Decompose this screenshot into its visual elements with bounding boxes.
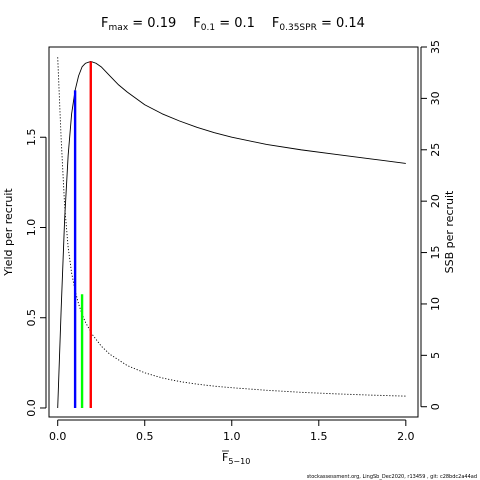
y2-tick-label: 35 xyxy=(429,40,442,54)
x-tick-label: 1.5 xyxy=(310,430,328,443)
y-tick-label: 1.5 xyxy=(25,128,38,146)
x-tick-label: 1.0 xyxy=(223,430,241,443)
y2-tick-label: 10 xyxy=(429,297,442,311)
x-tick-label: 2.0 xyxy=(397,430,415,443)
y2-tick-label: 15 xyxy=(429,246,442,260)
x-axis-title: F5−10 xyxy=(222,450,250,466)
x-axis: 0.0 0.5 1.0 1.5 2.0 xyxy=(49,419,415,443)
footer-note: stockassessment.org, LingSb_Dec2020, r13… xyxy=(307,474,477,480)
ssb-per-recruit-line xyxy=(57,57,406,397)
y-axis-left: 0.0 0.5 1.0 1.5 xyxy=(25,128,47,417)
y2-tick-label: 25 xyxy=(429,143,442,157)
reference-lines xyxy=(73,61,92,408)
plot-frame xyxy=(48,46,419,418)
title-text: Fmax = 0.19 F0.1 = 0.1 F0.35SPR = 0.14 xyxy=(101,16,365,33)
series-layer xyxy=(57,57,406,408)
y-tick-label: 1.0 xyxy=(25,219,38,237)
chart-title: Fmax = 0.19 F0.1 = 0.1 F0.35SPR = 0.14 xyxy=(101,16,365,33)
x-tick-label: 0.0 xyxy=(49,430,67,443)
y2-tick-label: 0 xyxy=(429,403,442,410)
y-tick-label: 0.0 xyxy=(25,399,38,417)
x-axis-title-text: F5−10 xyxy=(222,451,250,466)
y-axis-right: 0 5 10 15 20 25 30 35 xyxy=(420,40,442,410)
y-tick-label: 0.5 xyxy=(25,309,38,327)
y2-tick-label: 30 xyxy=(429,91,442,105)
y-axis-title: Yield per recruit xyxy=(2,188,15,277)
x-tick-label: 0.5 xyxy=(136,430,154,443)
y2-axis-title: SSB per recruit xyxy=(443,190,456,273)
y2-tick-label: 20 xyxy=(429,194,442,208)
y2-tick-label: 5 xyxy=(429,352,442,359)
yield-per-recruit-line xyxy=(57,60,406,408)
